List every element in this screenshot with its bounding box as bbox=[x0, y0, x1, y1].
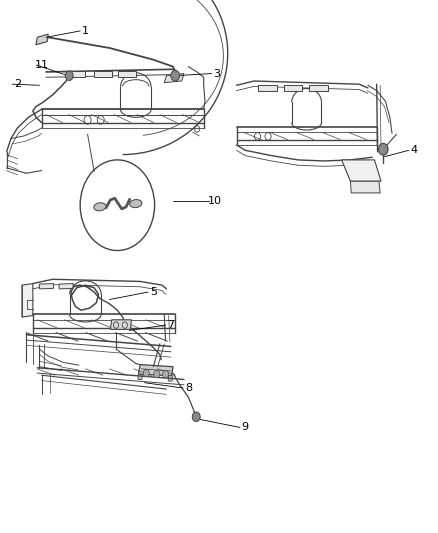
Text: 3: 3 bbox=[213, 69, 220, 78]
Polygon shape bbox=[39, 284, 53, 289]
Text: 8: 8 bbox=[185, 383, 192, 393]
Circle shape bbox=[192, 412, 200, 422]
Polygon shape bbox=[59, 284, 73, 289]
Text: 4: 4 bbox=[410, 146, 417, 155]
Text: 10: 10 bbox=[208, 197, 222, 206]
Circle shape bbox=[378, 143, 388, 155]
Text: 1: 1 bbox=[82, 26, 89, 36]
Circle shape bbox=[171, 70, 180, 81]
Polygon shape bbox=[94, 71, 112, 77]
Circle shape bbox=[143, 369, 149, 377]
Circle shape bbox=[65, 71, 73, 80]
Polygon shape bbox=[164, 74, 184, 83]
Polygon shape bbox=[36, 34, 48, 45]
Polygon shape bbox=[284, 85, 302, 91]
Polygon shape bbox=[258, 85, 277, 91]
Polygon shape bbox=[118, 71, 136, 77]
Ellipse shape bbox=[130, 199, 142, 208]
Ellipse shape bbox=[94, 203, 106, 211]
Circle shape bbox=[154, 370, 160, 378]
Polygon shape bbox=[350, 181, 380, 193]
Polygon shape bbox=[309, 85, 328, 91]
Polygon shape bbox=[22, 284, 33, 317]
Text: 2: 2 bbox=[14, 79, 21, 89]
Polygon shape bbox=[138, 374, 142, 379]
Polygon shape bbox=[110, 320, 131, 329]
Circle shape bbox=[162, 370, 169, 378]
Text: 5: 5 bbox=[150, 287, 157, 297]
Text: 9: 9 bbox=[242, 423, 249, 432]
Polygon shape bbox=[138, 365, 173, 376]
Polygon shape bbox=[168, 376, 173, 381]
Text: 11: 11 bbox=[35, 60, 49, 70]
Polygon shape bbox=[68, 71, 85, 77]
Circle shape bbox=[80, 160, 155, 251]
Text: 7: 7 bbox=[167, 320, 174, 330]
Polygon shape bbox=[342, 160, 381, 181]
